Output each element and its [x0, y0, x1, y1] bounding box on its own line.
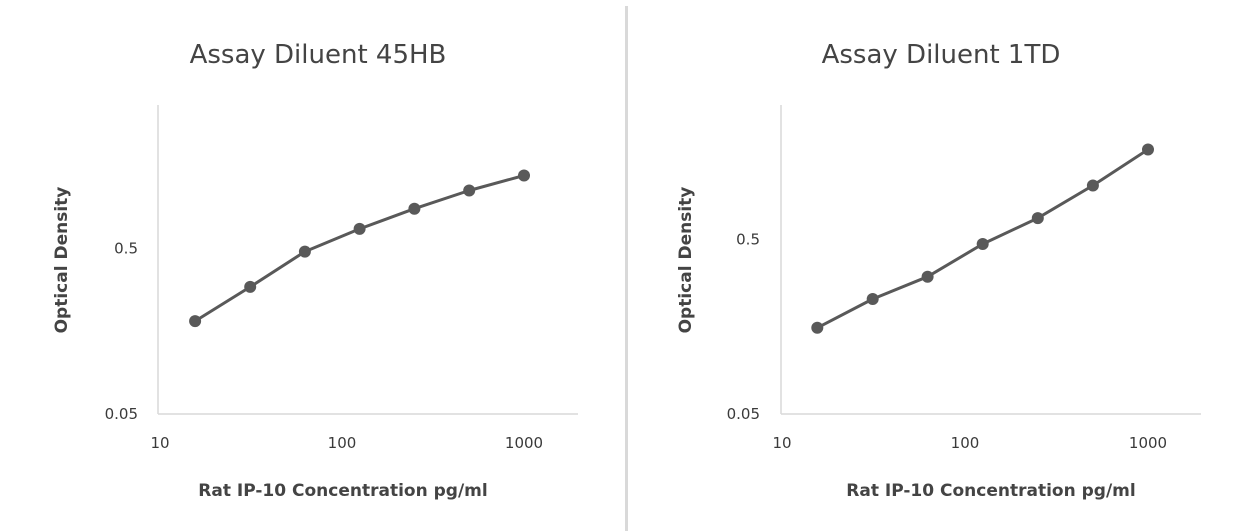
x-tick-label: 1000: [1129, 434, 1167, 452]
data-point: [811, 321, 824, 334]
x-tick-label: 10: [150, 434, 169, 452]
data-point: [353, 222, 366, 235]
y-tick-label: 0.5: [736, 231, 760, 249]
x-axis-label: Rat IP-10 Concentration pg/ml: [198, 481, 487, 501]
chart-panel-left: Assay Diluent 45HB 0.05 0.5 10 100 1000 Rat…: [0, 0, 625, 531]
x-axis-label: Rat IP-10 Concentration pg/ml: [846, 481, 1135, 501]
chart-title: Assay Diluent 45HB: [190, 40, 447, 70]
x-tick-label: 10: [772, 434, 791, 452]
x-tick-labels: 10 100 1000: [150, 434, 543, 452]
y-axis-label: Optical Density: [676, 187, 696, 334]
data-point: [408, 202, 421, 215]
chart-title: Assay Diluent 1TD: [822, 40, 1061, 70]
y-tick-label: 0.5: [114, 240, 138, 258]
y-tick-label: 0.05: [727, 405, 760, 423]
data-point: [1086, 179, 1099, 192]
x-tick-labels: 10 100 1000: [772, 434, 1167, 452]
x-tick-label: 1000: [505, 434, 543, 452]
y-tick-labels: 0.05 0.5: [727, 231, 760, 424]
data-point: [244, 280, 257, 293]
chart-right-svg: Assay Diluent 1TD 0.05 0.5 10 100 1000 Rat …: [676, 40, 1201, 501]
data-point: [866, 293, 879, 305]
data-point: [1142, 143, 1154, 156]
chart-panel-right: Assay Diluent 1TD 0.05 0.5 10 100 1000 Rat …: [628, 0, 1251, 531]
data-point: [298, 245, 311, 258]
y-tick-label: 0.05: [105, 405, 138, 423]
data-point: [1031, 212, 1044, 225]
series-group: [811, 143, 1154, 334]
data-point: [518, 169, 530, 182]
x-tick-label: 100: [951, 434, 980, 452]
panel-divider: [625, 6, 628, 531]
data-point: [921, 270, 934, 283]
series-line: [194, 174, 525, 323]
series-group: [189, 169, 530, 328]
y-tick-labels: 0.05 0.5: [105, 240, 138, 424]
data-point: [463, 184, 476, 197]
data-point: [189, 315, 202, 328]
y-axis-label: Optical Density: [52, 187, 72, 334]
chart-left-svg: Assay Diluent 45HB 0.05 0.5 10 100 1000 Rat…: [52, 40, 578, 501]
x-tick-label: 100: [328, 434, 357, 452]
data-point: [976, 238, 989, 250]
